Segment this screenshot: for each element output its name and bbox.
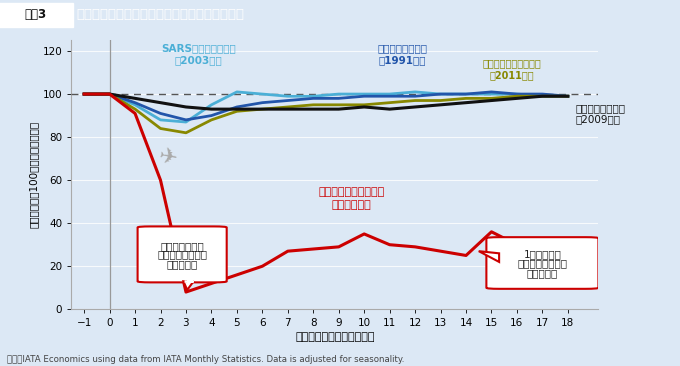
Text: 図表3: 図表3 [24, 8, 46, 21]
Text: パンデミック: パンデミック [332, 200, 371, 210]
Text: （2011年）: （2011年） [490, 70, 534, 80]
Text: 新型コロナウイルスの: 新型コロナウイルスの [318, 187, 385, 197]
Text: 大幅に減少: 大幅に減少 [167, 259, 198, 269]
Text: （1991年）: （1991年） [379, 55, 426, 65]
Text: 世界中に感染が: 世界中に感染が [160, 241, 204, 251]
Text: （2003年）: （2003年） [175, 55, 222, 65]
Text: （2009年）: （2009年） [575, 114, 620, 124]
Text: まだ甚大な影響が: まだ甚大な影響が [517, 258, 567, 268]
Text: 広がり航空需要が: 広がり航空需要が [157, 249, 207, 259]
Text: アメリカ同時多発テロ: アメリカ同時多発テロ [483, 58, 541, 68]
Text: ✈: ✈ [157, 147, 179, 170]
Text: 続いている: 続いている [527, 268, 558, 278]
Text: 過去の危機と比べた有償旅客キロ数の減少割合: 過去の危機と比べた有償旅客キロ数の減少割合 [76, 8, 244, 21]
Text: 出所：IATA Economics using data from IATA Monthly Statistics. Data is adjusted for : 出所：IATA Economics using data from IATA M… [7, 355, 404, 364]
FancyBboxPatch shape [137, 227, 226, 283]
X-axis label: 危機からの回復期間（月）: 危機からの回復期間（月） [295, 332, 375, 343]
Y-axis label: 危機発生時を100とした場合の割合: 危機発生時を100とした場合の割合 [29, 121, 39, 228]
Text: リーマンショック: リーマンショック [575, 103, 626, 113]
Text: 1年経過後も: 1年経過後も [524, 249, 561, 259]
FancyBboxPatch shape [486, 237, 598, 289]
Text: 世界的な景気後退: 世界的な景気後退 [377, 43, 427, 53]
FancyBboxPatch shape [0, 3, 73, 27]
Text: SARSのパンデミック: SARSのパンデミック [161, 43, 236, 53]
Polygon shape [479, 251, 499, 262]
Polygon shape [184, 281, 194, 290]
